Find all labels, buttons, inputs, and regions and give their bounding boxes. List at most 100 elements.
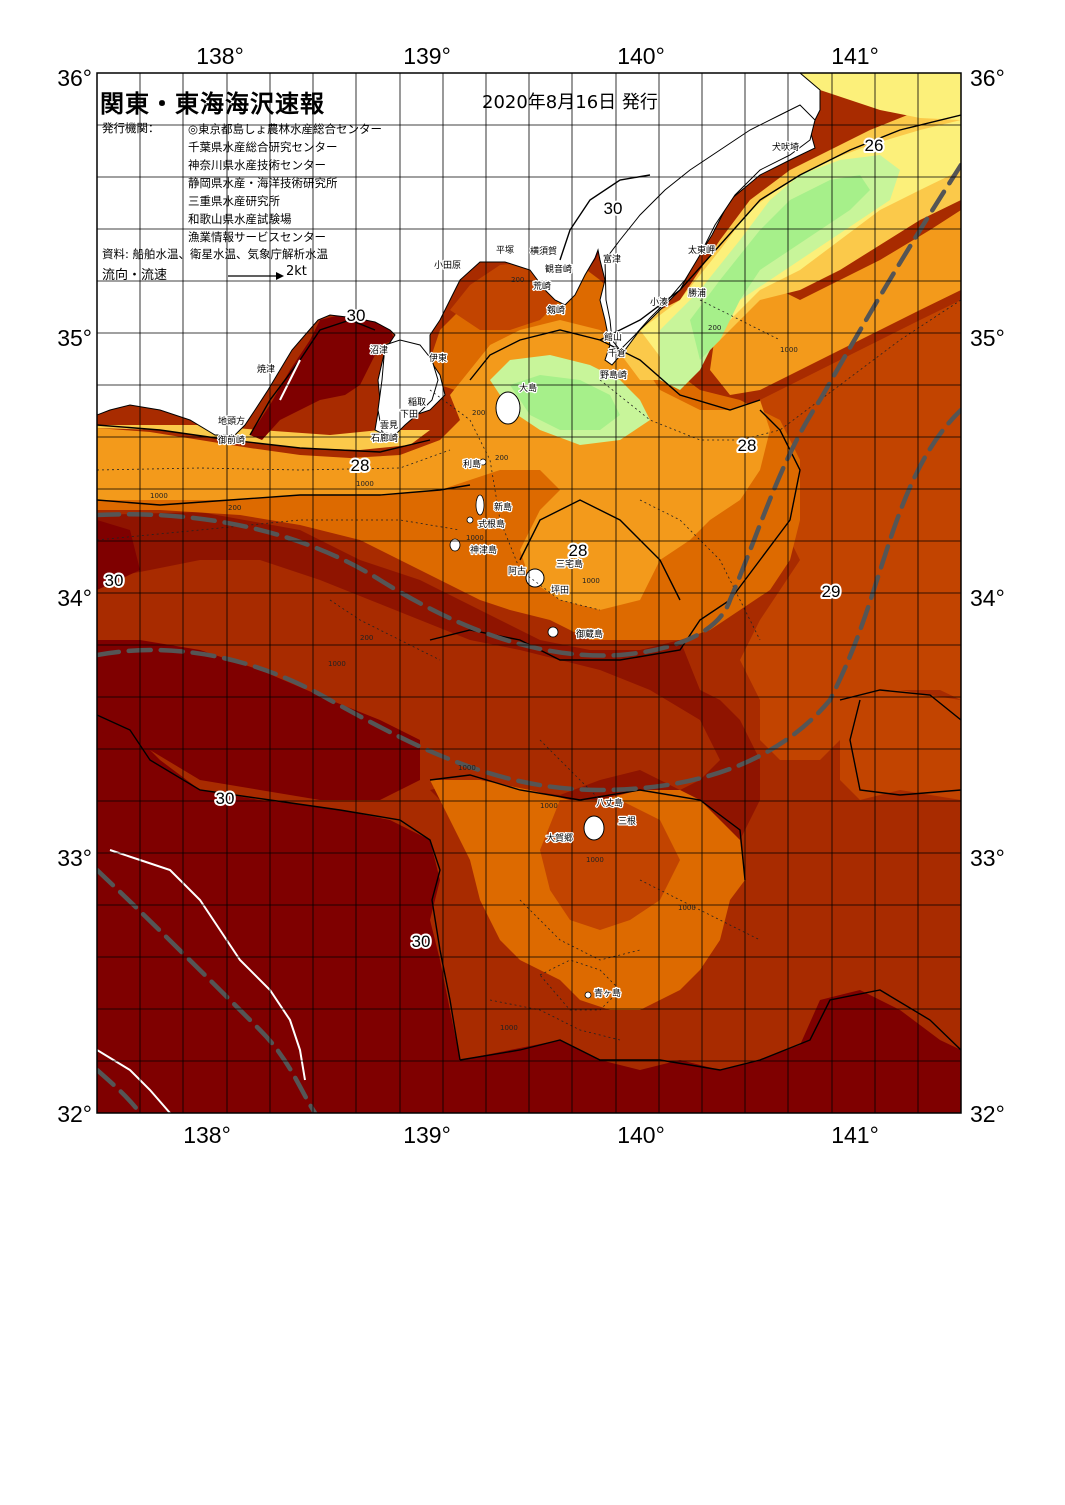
sea-zone-west-lower (97, 640, 420, 800)
depth-label: 1000 (466, 534, 484, 542)
latitude-ticks-left: 36° 35° 34° 33° 32° (57, 65, 92, 1127)
latitude-ticks-right: 36° 35° 34° 33° 32° (970, 65, 1005, 1127)
publishers-list: ◎東京都島しょ農林水産総合センター 千葉県水産総合研究センター 神奈川県水産技術… (188, 120, 382, 246)
publisher: 千葉県水産総合研究センター (188, 140, 338, 154)
sea-zone-29-east-2 (840, 690, 961, 800)
place-name: 阿古 (508, 565, 526, 577)
isotherm-lines (97, 114, 961, 1071)
depth-label: 1000 (328, 660, 346, 668)
latitude-tick: 33° (970, 845, 1005, 871)
map-area: 30 30 28 26 28 28 29 30 30 30 犬吠埼 太東岬 勝浦… (97, 73, 961, 1113)
depth-label: 1000 (458, 764, 476, 772)
sea-zone-cool-boso-inner (690, 175, 870, 360)
publisher: ◎東京都島しょ農林水産総合センター (188, 122, 383, 136)
depth-label: 1000 (500, 1024, 518, 1032)
current-arrow-icon (228, 272, 284, 280)
place-name: 八丈島 (596, 797, 623, 809)
current-legend-label: 流向・流速 (102, 268, 168, 283)
island-kozushima (449, 538, 461, 552)
island-hachijojima (583, 815, 605, 841)
isotherm-label: 30 (105, 571, 124, 590)
depth-label: 200 (360, 634, 373, 642)
place-name: 横須賀 (530, 245, 557, 257)
place-name: 利島 (463, 458, 481, 470)
island-miyakejima (525, 568, 545, 588)
depth-label: 200 (472, 409, 485, 417)
depth-label: 1000 (582, 577, 600, 585)
place-name: 青ヶ島 (594, 987, 621, 999)
place-name: 雲見 (380, 420, 398, 431)
place-name: 千倉 (608, 347, 626, 359)
place-name: 小湊 (650, 296, 668, 308)
longitude-tick: 139° (403, 1122, 451, 1148)
island-mikurajima (547, 626, 559, 638)
bathymetry-lines (97, 299, 961, 1041)
place-name: 式根島 (478, 518, 505, 530)
place-name: 富津 (603, 253, 621, 265)
longitude-tick: 140° (617, 1122, 665, 1148)
place-name: 御蔵島 (576, 628, 603, 640)
isotherm-label: 29 (822, 582, 841, 601)
depth-label: 1000 (356, 480, 374, 488)
place-name: 沼津 (370, 345, 388, 356)
place-name: 観音崎 (545, 263, 572, 275)
place-name: 平塚 (496, 245, 514, 256)
data-sources: 資料: 船舶水温、衛星水温、気象庁解析水温 (102, 247, 329, 261)
sea-zone-28-south-inner (540, 800, 680, 930)
place-name: 大賀郷 (546, 832, 573, 844)
latitude-tick: 35° (57, 325, 92, 351)
place-name: 野島崎 (600, 369, 627, 381)
publisher: 神奈川県水産技術センター (188, 158, 326, 172)
place-name: 犬吠埼 (772, 141, 799, 153)
depth-label: 200 (708, 324, 721, 332)
latitude-tick: 33° (57, 845, 92, 871)
longitude-ticks-bottom: 138° 139° 140° 141° (183, 1122, 879, 1148)
place-name: 館山 (604, 331, 622, 343)
map-title: 関東・東海海沢速報 (100, 90, 325, 118)
isotherm-label: 30 (347, 306, 366, 325)
place-name: 石廊崎 (371, 432, 398, 444)
longitude-tick: 140° (617, 43, 665, 69)
longitude-tick: 139° (403, 43, 451, 69)
place-name: 神津島 (470, 544, 497, 556)
place-name: 三宅島 (556, 558, 583, 570)
latitude-tick: 34° (970, 585, 1005, 611)
sea-zone-cool-sagami-inner (510, 375, 620, 430)
place-name: 下田 (400, 409, 418, 420)
depth-label: 200 (228, 504, 241, 512)
place-name: 太東岬 (688, 244, 715, 256)
depth-label: 1000 (150, 492, 168, 500)
place-names: 犬吠埼 太東岬 勝浦 小湊 館山 千倉 野島崎 富津 観音崎 横須賀 平塚 小田… (217, 140, 801, 1001)
isotherm-label: 30 (216, 789, 235, 808)
latitude-tick: 36° (57, 65, 92, 91)
sea-zone-yellow-north (800, 73, 961, 120)
longitude-tick: 138° (183, 1122, 231, 1148)
latitude-tick: 36° (970, 65, 1005, 91)
depth-labels: 1000 200 200 200 1000 1000 1000 1000 100… (150, 276, 798, 1032)
publishers-label: 発行機関： (102, 121, 160, 135)
issue-date: 2020年8月16日 発行 (482, 92, 658, 113)
longitude-tick: 141° (831, 1122, 879, 1148)
isotherm-label: 26 (865, 136, 884, 155)
current-legend-unit: 2kt (286, 264, 307, 279)
place-name: 地頭方 (218, 415, 245, 427)
longitude-tick: 141° (831, 43, 879, 69)
land-izu-peninsula (377, 339, 439, 436)
place-name: 三根 (618, 815, 636, 827)
sea-zone-west-warm (97, 520, 140, 590)
map-frame (96, 72, 962, 1114)
publisher: 三重県水産研究所 (188, 194, 280, 208)
longitude-tick: 138° (196, 43, 244, 69)
sea-zone-30-suruga (250, 315, 395, 440)
sea-zone-30-sagami-bay (450, 262, 560, 330)
publisher: 和歌山県水産試験場 (188, 212, 292, 226)
depth-label: 200 (511, 276, 524, 284)
latitude-tick: 32° (970, 1101, 1005, 1127)
publisher: 静岡県水産・海洋技術研究所 (188, 176, 338, 190)
island-aogashima (584, 991, 592, 999)
depth-label: 200 (495, 454, 508, 462)
isotherm-label: 28 (569, 541, 588, 560)
place-name: 大島 (519, 382, 537, 394)
isotherm-label: 28 (351, 456, 370, 475)
